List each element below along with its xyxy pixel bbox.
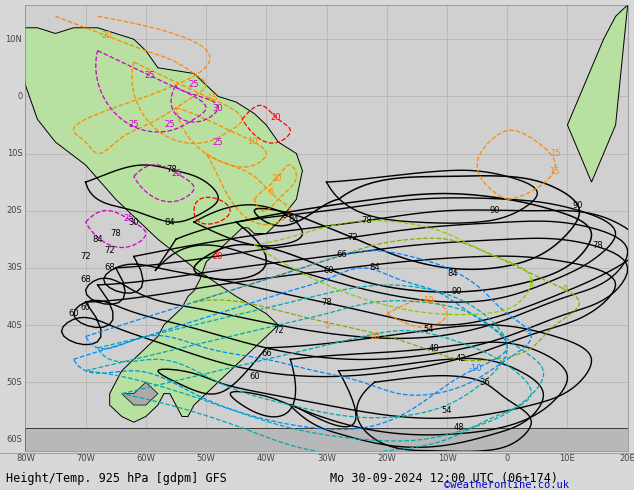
- Text: 25: 25: [213, 138, 223, 147]
- Text: 40W: 40W: [257, 454, 276, 463]
- Polygon shape: [122, 382, 158, 405]
- Text: 80W: 80W: [16, 454, 35, 463]
- Text: 25: 25: [145, 71, 155, 80]
- Text: 25: 25: [171, 169, 182, 178]
- Text: 84: 84: [448, 269, 458, 278]
- Text: 66: 66: [261, 349, 271, 358]
- Text: 20: 20: [271, 113, 281, 122]
- Text: 54: 54: [423, 325, 434, 335]
- Text: 15: 15: [548, 167, 559, 176]
- Text: 60: 60: [68, 309, 79, 318]
- Text: 10S: 10S: [6, 149, 22, 158]
- Text: 48: 48: [429, 343, 439, 353]
- Text: 60W: 60W: [136, 454, 155, 463]
- Text: Height/Temp. 925 hPa [gdpm] GFS: Height/Temp. 925 hPa [gdpm] GFS: [6, 472, 227, 485]
- Text: 0: 0: [17, 92, 22, 101]
- Text: 10E: 10E: [560, 454, 575, 463]
- Text: 90: 90: [490, 206, 500, 215]
- Text: 10W: 10W: [437, 454, 456, 463]
- Text: 42: 42: [456, 354, 466, 363]
- Text: 68: 68: [105, 263, 115, 272]
- Text: 25: 25: [189, 80, 199, 90]
- Text: 84: 84: [370, 263, 380, 272]
- Text: 68: 68: [81, 275, 91, 284]
- Text: 40S: 40S: [6, 320, 22, 330]
- Text: 20W: 20W: [377, 454, 396, 463]
- Text: 72: 72: [105, 246, 115, 255]
- Text: 0: 0: [505, 454, 510, 463]
- Text: 0: 0: [562, 285, 567, 294]
- Text: 78: 78: [110, 229, 121, 238]
- Text: 5: 5: [268, 188, 273, 197]
- Text: 10: 10: [247, 137, 258, 146]
- Text: 10N: 10N: [6, 35, 22, 44]
- Text: 60: 60: [249, 372, 259, 381]
- Text: 66: 66: [337, 250, 347, 259]
- Text: 84: 84: [288, 215, 299, 223]
- Text: 60: 60: [323, 266, 333, 275]
- Text: 84: 84: [93, 235, 103, 244]
- Text: 20: 20: [213, 252, 223, 261]
- Text: 50W: 50W: [197, 454, 216, 463]
- Text: 30: 30: [129, 218, 139, 227]
- Text: Mo 30-09-2024 12:00 UTC (06+174): Mo 30-09-2024 12:00 UTC (06+174): [330, 472, 558, 485]
- Text: 20: 20: [101, 31, 112, 40]
- Text: 20S: 20S: [6, 206, 22, 215]
- Text: 25: 25: [165, 121, 175, 129]
- Text: 5: 5: [528, 280, 534, 289]
- Text: 90: 90: [452, 288, 462, 296]
- Polygon shape: [19, 28, 302, 422]
- Text: 78: 78: [592, 241, 603, 249]
- Text: 50S: 50S: [6, 378, 22, 387]
- Text: 84: 84: [165, 218, 175, 227]
- Text: 20: 20: [271, 174, 282, 183]
- Polygon shape: [25, 428, 628, 451]
- Text: 78: 78: [166, 165, 177, 174]
- Text: 70W: 70W: [76, 454, 95, 463]
- Text: 48: 48: [454, 423, 464, 433]
- Text: ©weatheronline.co.uk: ©weatheronline.co.uk: [444, 480, 569, 490]
- Text: 84: 84: [281, 211, 292, 220]
- Text: -10: -10: [469, 364, 482, 373]
- Text: 90: 90: [573, 201, 583, 211]
- Text: 78: 78: [361, 216, 372, 225]
- Text: 30W: 30W: [317, 454, 336, 463]
- Text: 78: 78: [321, 297, 332, 307]
- Text: 60S: 60S: [6, 435, 22, 444]
- Text: 72: 72: [273, 326, 283, 335]
- Text: 10: 10: [370, 332, 380, 341]
- Text: 10: 10: [424, 296, 434, 305]
- Text: 54: 54: [442, 406, 452, 416]
- Polygon shape: [567, 5, 628, 182]
- Text: 5: 5: [324, 320, 329, 330]
- Text: 15: 15: [550, 149, 560, 158]
- Text: 72: 72: [81, 252, 91, 261]
- Text: 25: 25: [129, 121, 139, 129]
- Text: 30: 30: [212, 104, 223, 113]
- Text: 36: 36: [479, 378, 490, 388]
- Text: 15: 15: [207, 95, 217, 103]
- Text: -5: -5: [525, 327, 533, 336]
- Text: 60: 60: [81, 303, 91, 313]
- Text: 20E: 20E: [620, 454, 634, 463]
- Text: 30S: 30S: [6, 263, 22, 272]
- Text: 72: 72: [347, 233, 358, 242]
- Text: 25: 25: [123, 215, 134, 223]
